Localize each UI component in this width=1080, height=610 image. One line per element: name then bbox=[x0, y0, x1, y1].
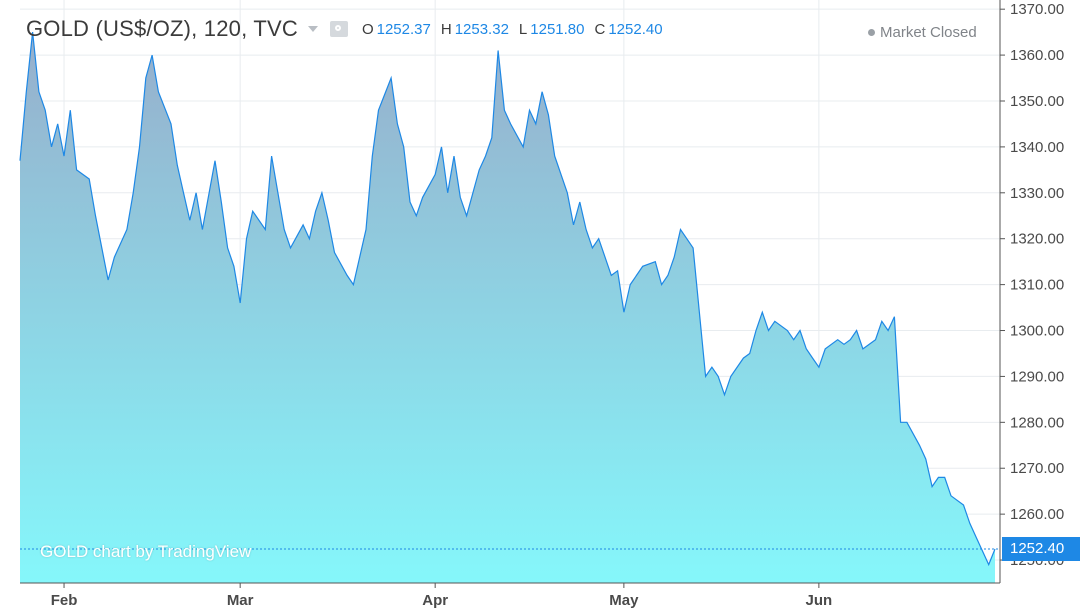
y-tick-label: 1370.00 bbox=[1010, 1, 1064, 18]
y-tick-label: 1290.00 bbox=[1010, 368, 1064, 385]
y-tick-label: 1320.00 bbox=[1010, 231, 1064, 248]
time-axis[interactable]: Feb Mar Apr May Jun bbox=[51, 583, 833, 609]
x-tick-label: Jun bbox=[806, 592, 833, 609]
y-tick-label: 1300.00 bbox=[1010, 323, 1064, 340]
eye-icon[interactable] bbox=[329, 21, 348, 37]
ohlc-close: C 1252.40 bbox=[594, 20, 663, 38]
caret-down-icon[interactable] bbox=[307, 26, 318, 32]
ohlc-values: O 1252.37 H 1253.32 L 1251.80 C 1252.40 bbox=[362, 21, 663, 38]
price-line bbox=[19, 32, 996, 567]
symbol-title[interactable]: GOLD (US$/OZ), 120, TVC bbox=[26, 16, 298, 41]
last-price-badge: 1252.40 bbox=[1002, 537, 1080, 562]
y-tick-label: 1280.00 bbox=[1010, 414, 1064, 431]
y-tick-label: 1270.00 bbox=[1010, 460, 1064, 477]
price-area-fill bbox=[20, 32, 995, 584]
y-tick-label: 1260.00 bbox=[1010, 506, 1064, 523]
x-tick-label: Mar bbox=[227, 592, 254, 609]
watermark: GOLD chart by TradingView bbox=[40, 542, 252, 561]
x-tick-label: Apr bbox=[422, 592, 448, 609]
market-status-text: Market Closed bbox=[880, 24, 977, 41]
status-dot-icon bbox=[868, 29, 875, 36]
ohlc-low: L 1251.80 bbox=[518, 20, 585, 38]
y-tick-label: 1360.00 bbox=[1010, 47, 1064, 64]
y-tick-label: 1340.00 bbox=[1010, 139, 1064, 156]
x-tick-label: Feb bbox=[51, 592, 78, 609]
chart-header: GOLD (US$/OZ), 120, TVC O 1252.37 H 1253.3… bbox=[26, 16, 663, 42]
y-tick-label: 1310.00 bbox=[1010, 277, 1064, 294]
y-tick-label: 1330.00 bbox=[1010, 185, 1064, 202]
y-tick-label: 1350.00 bbox=[1010, 93, 1064, 110]
x-tick-label: May bbox=[609, 592, 639, 609]
ohlc-open: O 1252.37 bbox=[361, 20, 431, 38]
market-status: Market Closed bbox=[868, 24, 977, 41]
ohlc-high: H 1253.32 bbox=[440, 20, 509, 38]
price-axis[interactable]: 1250.001260.001270.001280.001290.001300.… bbox=[1000, 1, 1064, 569]
